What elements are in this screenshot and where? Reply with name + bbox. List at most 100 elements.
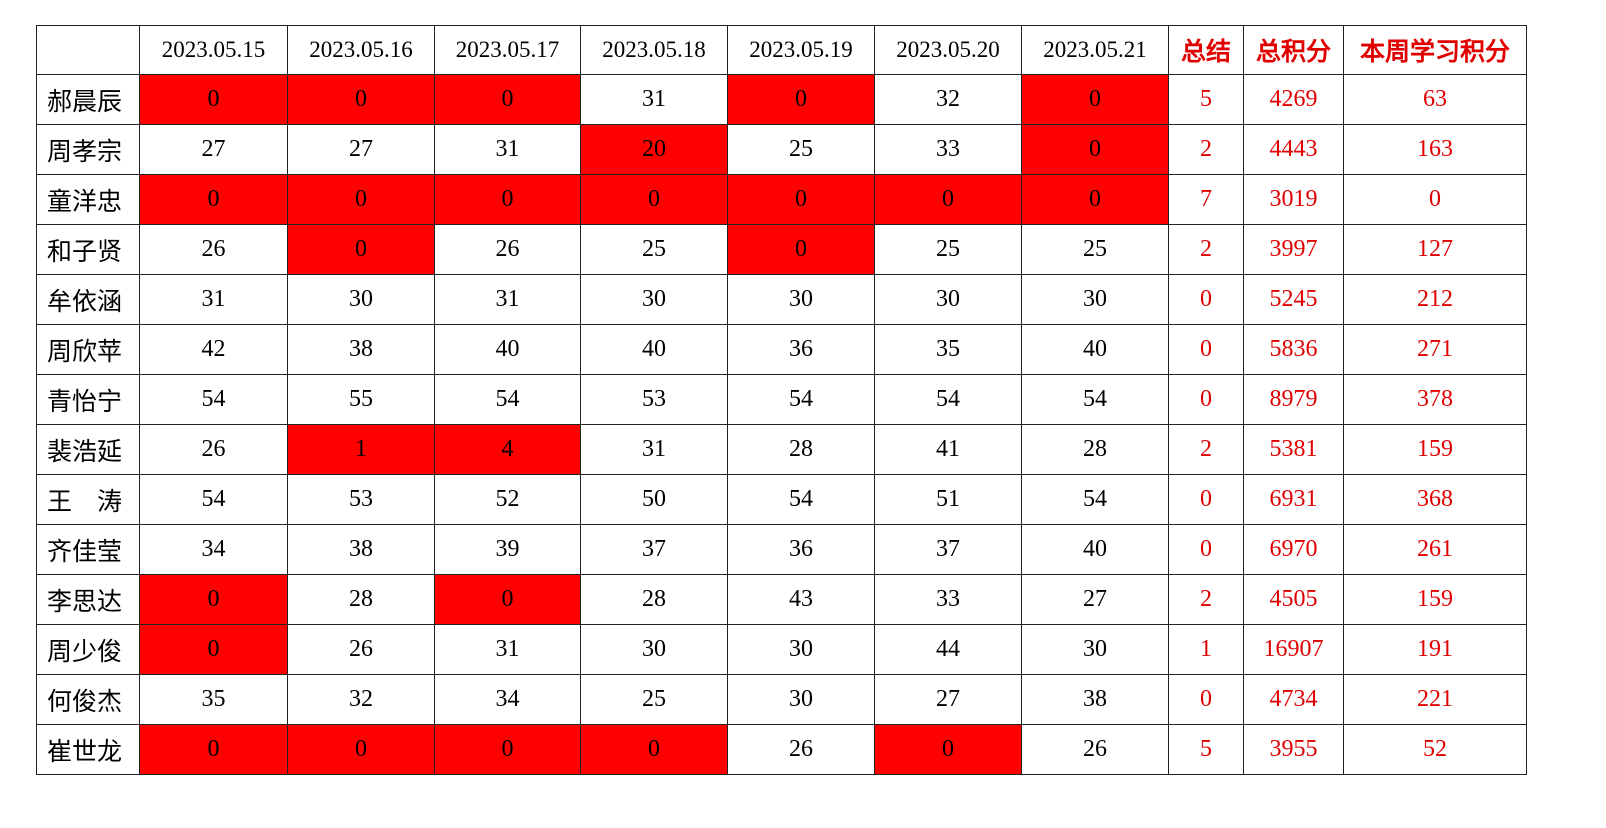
- daily-score-cell: 0: [874, 174, 1022, 225]
- daily-score-cell: 25: [727, 124, 875, 175]
- daily-score-cell: 30: [1021, 624, 1169, 675]
- daily-score-cell: 0: [727, 174, 875, 225]
- daily-score-cell: 25: [1021, 224, 1169, 275]
- daily-score-cell: 0: [139, 74, 288, 125]
- daily-score-cell: 34: [139, 524, 288, 575]
- daily-score-cell: 0: [287, 174, 435, 225]
- data-row: 何俊杰 35 32 34 25 30 27 38 0 4734 221: [36, 674, 1527, 725]
- daily-score-cell: 37: [874, 524, 1022, 575]
- daily-score-cell: 52: [434, 474, 581, 525]
- daily-score-cell: 38: [287, 324, 435, 375]
- summary-cell: 0: [1168, 674, 1244, 725]
- week-score-cell: 378: [1343, 374, 1527, 425]
- daily-score-cell: 30: [580, 274, 728, 325]
- week-score-cell: 221: [1343, 674, 1527, 725]
- column-header: 2023.05.16: [287, 25, 435, 75]
- daily-score-cell: 25: [580, 674, 728, 725]
- daily-score-cell: 27: [1021, 574, 1169, 625]
- daily-score-cell: 54: [1021, 474, 1169, 525]
- daily-score-cell: 44: [874, 624, 1022, 675]
- daily-score-cell: 54: [1021, 374, 1169, 425]
- daily-score-cell: 42: [139, 324, 288, 375]
- daily-score-cell: 31: [580, 424, 728, 475]
- week-score-cell: 271: [1343, 324, 1527, 375]
- week-score-cell: 368: [1343, 474, 1527, 525]
- daily-score-cell: 28: [287, 574, 435, 625]
- daily-score-cell: 0: [139, 624, 288, 675]
- total-score-cell: 6931: [1243, 474, 1344, 525]
- column-header: 2023.05.18: [580, 25, 728, 75]
- daily-score-cell: 30: [727, 674, 875, 725]
- daily-score-cell: 4: [434, 424, 581, 475]
- daily-score-cell: 0: [874, 724, 1022, 775]
- summary-cell: 0: [1168, 324, 1244, 375]
- daily-score-cell: 31: [139, 274, 288, 325]
- daily-score-cell: 30: [580, 624, 728, 675]
- daily-score-cell: 31: [580, 74, 728, 125]
- total-score-cell: 4505: [1243, 574, 1344, 625]
- data-row: 郝晨辰 0 0 0 31 0 32 0 5 4269 63: [36, 74, 1527, 125]
- daily-score-cell: 26: [139, 424, 288, 475]
- summary-cell: 5: [1168, 74, 1244, 125]
- summary-cell: 1: [1168, 624, 1244, 675]
- daily-score-cell: 28: [1021, 424, 1169, 475]
- week-score-cell: 159: [1343, 574, 1527, 625]
- name-cell: 崔世龙: [36, 724, 140, 775]
- total-score-cell: 3955: [1243, 724, 1344, 775]
- data-row: 牟依涵 31 30 31 30 30 30 30 0 5245 212: [36, 274, 1527, 325]
- summary-cell: 2: [1168, 574, 1244, 625]
- daily-score-cell: 0: [580, 174, 728, 225]
- daily-score-cell: 0: [287, 724, 435, 775]
- name-cell: 牟依涵: [36, 274, 140, 325]
- daily-score-cell: 51: [874, 474, 1022, 525]
- daily-score-cell: 20: [580, 124, 728, 175]
- daily-score-cell: 0: [139, 174, 288, 225]
- daily-score-cell: 54: [874, 374, 1022, 425]
- name-cell: 李思达: [36, 574, 140, 625]
- daily-score-cell: 40: [434, 324, 581, 375]
- daily-score-cell: 31: [434, 274, 581, 325]
- week-score-cell: 212: [1343, 274, 1527, 325]
- daily-score-cell: 0: [287, 74, 435, 125]
- week-score-cell: 127: [1343, 224, 1527, 275]
- data-row: 周少俊 0 26 31 30 30 44 30 1 16907 191: [36, 624, 1527, 675]
- total-score-cell: 5245: [1243, 274, 1344, 325]
- total-score-cell: 5381: [1243, 424, 1344, 475]
- daily-score-cell: 0: [1021, 124, 1169, 175]
- daily-score-cell: 0: [1021, 174, 1169, 225]
- column-header: 2023.05.21: [1021, 25, 1169, 75]
- name-cell: 王 涛: [36, 474, 140, 525]
- total-score-cell: 4269: [1243, 74, 1344, 125]
- total-score-cell: 3997: [1243, 224, 1344, 275]
- daily-score-cell: 26: [1021, 724, 1169, 775]
- daily-score-cell: 26: [287, 624, 435, 675]
- daily-score-cell: 32: [874, 74, 1022, 125]
- daily-score-cell: 0: [580, 724, 728, 775]
- summary-cell: 0: [1168, 274, 1244, 325]
- daily-score-cell: 30: [727, 624, 875, 675]
- daily-score-cell: 41: [874, 424, 1022, 475]
- daily-score-cell: 27: [874, 674, 1022, 725]
- daily-score-cell: 30: [1021, 274, 1169, 325]
- daily-score-cell: 36: [727, 324, 875, 375]
- name-cell: 何俊杰: [36, 674, 140, 725]
- week-score-cell: 163: [1343, 124, 1527, 175]
- daily-score-cell: 54: [727, 374, 875, 425]
- daily-score-cell: 38: [287, 524, 435, 575]
- daily-score-cell: 26: [139, 224, 288, 275]
- name-cell: 裴浩延: [36, 424, 140, 475]
- data-row: 青怡宁 54 55 54 53 54 54 54 0 8979 378: [36, 374, 1527, 425]
- daily-score-cell: 54: [434, 374, 581, 425]
- daily-score-cell: 0: [727, 74, 875, 125]
- column-header: 总结: [1168, 25, 1244, 75]
- week-score-cell: 191: [1343, 624, 1527, 675]
- daily-score-cell: 0: [434, 174, 581, 225]
- name-cell: 周欣苹: [36, 324, 140, 375]
- daily-score-cell: 31: [434, 624, 581, 675]
- name-cell: 齐佳莹: [36, 524, 140, 575]
- daily-score-cell: 0: [139, 724, 288, 775]
- name-cell: 和子贤: [36, 224, 140, 275]
- summary-cell: 2: [1168, 224, 1244, 275]
- column-header: 2023.05.19: [727, 25, 875, 75]
- column-header: 2023.05.15: [139, 25, 288, 75]
